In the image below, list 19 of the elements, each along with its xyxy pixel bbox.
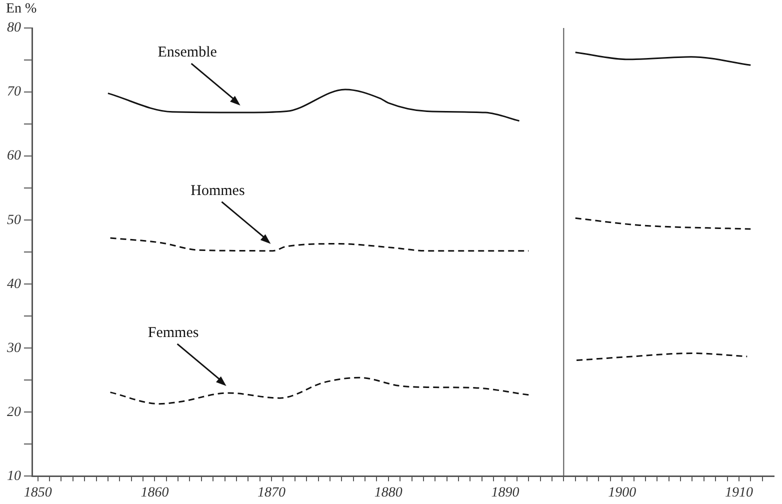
y-tick-label: 80: [7, 20, 21, 36]
x-tick-label: 1890: [491, 485, 520, 500]
y-tick-label: 20: [7, 404, 21, 420]
x-tick-label: 1860: [140, 485, 169, 500]
text: Ensemble: [158, 44, 218, 61]
x-tick-label: 1900: [608, 485, 636, 500]
x-tick-label: 1870: [258, 485, 286, 500]
y-tick-label: 60: [7, 148, 21, 164]
y-tick-label: 30: [6, 340, 21, 356]
text: Femmes: [148, 324, 199, 341]
x-tick-label: 1880: [374, 485, 402, 500]
y-tick-label: 50: [7, 212, 21, 228]
y-tick-label: 70: [7, 84, 21, 100]
y-axis-title: En %: [6, 2, 38, 17]
y-tick-label: 40: [7, 276, 21, 292]
x-tick-label: 1910: [724, 485, 753, 500]
x-tick-label: 1850: [24, 485, 52, 500]
text: Hommes: [190, 182, 245, 199]
y-tick-label: 10: [7, 468, 21, 484]
